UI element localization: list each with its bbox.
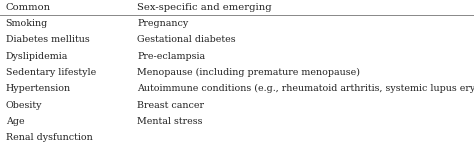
Text: Pre-eclampsia: Pre-eclampsia	[137, 52, 206, 61]
Text: Common: Common	[6, 3, 51, 12]
Text: Hypertension: Hypertension	[6, 84, 71, 93]
Text: Age: Age	[6, 117, 24, 126]
Text: Gestational diabetes: Gestational diabetes	[137, 35, 236, 44]
Text: Breast cancer: Breast cancer	[137, 101, 204, 110]
Text: Renal dysfunction: Renal dysfunction	[6, 133, 92, 142]
Text: Pregnancy: Pregnancy	[137, 19, 189, 28]
Text: Smoking: Smoking	[6, 19, 48, 28]
Text: Dyslipidemia: Dyslipidemia	[6, 52, 68, 61]
Text: Sedentary lifestyle: Sedentary lifestyle	[6, 68, 96, 77]
Text: Sex-specific and emerging: Sex-specific and emerging	[137, 3, 272, 12]
Text: Diabetes mellitus: Diabetes mellitus	[6, 35, 90, 44]
Text: Menopause (including premature menopause): Menopause (including premature menopause…	[137, 68, 360, 77]
Text: Obesity: Obesity	[6, 101, 42, 110]
Text: Autoimmune conditions (e.g., rheumatoid arthritis, systemic lupus erythematosus): Autoimmune conditions (e.g., rheumatoid …	[137, 84, 474, 93]
Text: Mental stress: Mental stress	[137, 117, 203, 126]
